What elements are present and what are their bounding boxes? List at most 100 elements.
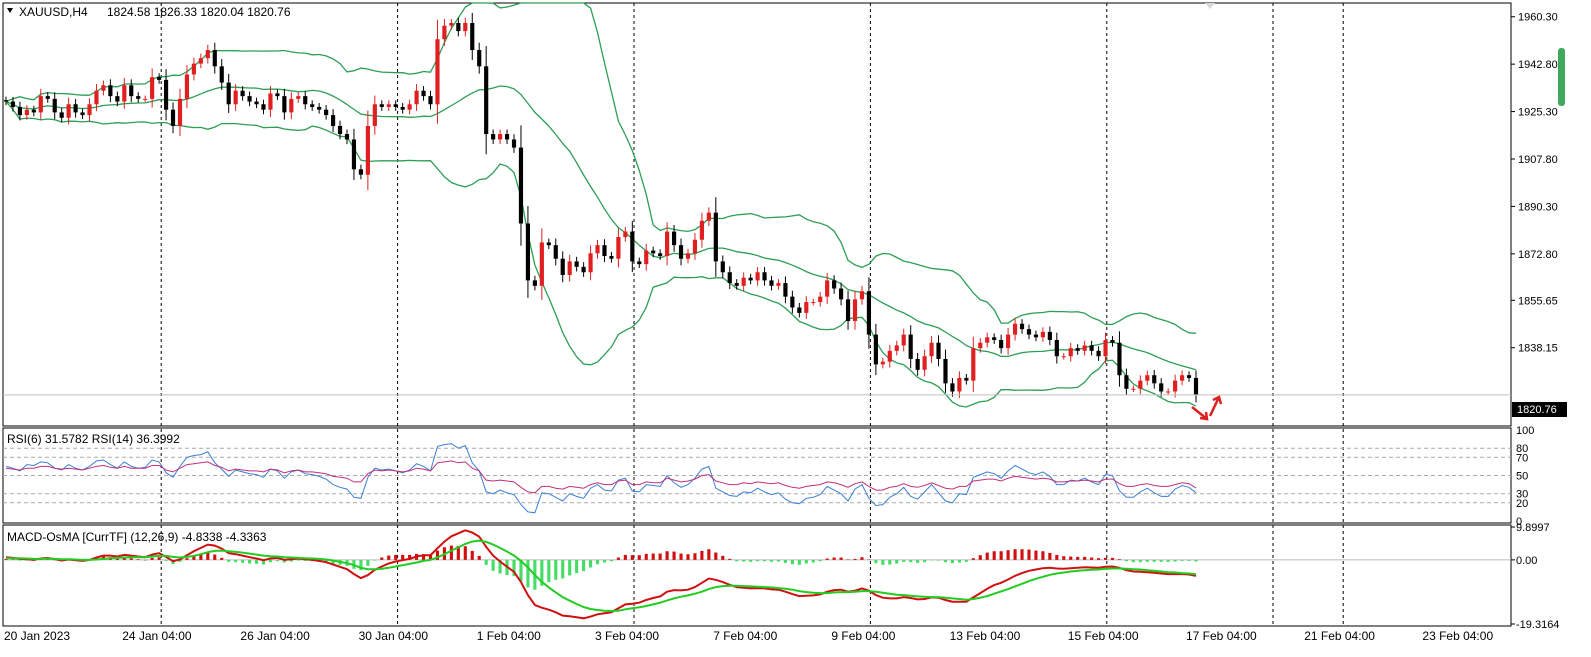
candle-body: [1124, 375, 1129, 389]
candle-body: [45, 96, 50, 99]
candle-body: [1082, 345, 1087, 351]
candle-body: [10, 101, 16, 107]
candle-body: [908, 334, 913, 359]
candle-body: [992, 337, 997, 340]
candle-body: [692, 239, 698, 254]
candle-body: [1096, 350, 1101, 357]
osma-bar: [547, 559, 551, 583]
time-tick-label: 9 Feb 04:00: [831, 629, 895, 643]
candle-body: [386, 104, 391, 107]
candle-body: [261, 104, 266, 110]
candle-body: [351, 139, 357, 170]
candle-body: [644, 250, 649, 265]
osma-bar: [561, 559, 565, 579]
vertical-grid: [160, 3, 1344, 626]
shift-marker-icon[interactable]: [1205, 3, 1215, 9]
osma-bar: [1013, 549, 1017, 560]
candle-body: [581, 266, 586, 273]
price-tick-label: 1855.65: [1518, 295, 1558, 307]
osma-bar: [289, 559, 293, 562]
osma-bar: [275, 559, 279, 562]
candle-body: [964, 377, 969, 381]
osma-bar: [1187, 559, 1191, 561]
candle-body: [873, 334, 878, 365]
candle-body: [484, 66, 489, 135]
collapse-triangle-icon[interactable]: [7, 8, 13, 13]
candle-body: [94, 90, 99, 105]
candle-body: [845, 299, 851, 322]
osma-bar: [1048, 552, 1052, 560]
rsi-tick-label: 0: [1516, 516, 1522, 528]
time-tick-label: 13 Feb 04:00: [950, 629, 1021, 643]
candle-body: [449, 22, 454, 26]
rsi-tick-label: 80: [1516, 443, 1528, 455]
candle-body: [1033, 334, 1039, 338]
osma-bar: [199, 553, 203, 560]
candle-body: [602, 245, 607, 256]
osma-bar: [644, 553, 648, 560]
candle-body: [310, 104, 315, 107]
candle-body: [470, 22, 475, 51]
osma-bar: [1069, 556, 1073, 560]
scroll-handle[interactable]: [1558, 48, 1565, 106]
candle-body: [115, 96, 120, 102]
osma-bar: [943, 559, 948, 563]
rsi-tick-label: 70: [1516, 452, 1528, 464]
osma-bar: [616, 557, 620, 560]
osma-bar: [1041, 551, 1045, 560]
osma-bar: [1034, 550, 1038, 560]
osma-bar: [268, 559, 273, 563]
candle-body: [706, 212, 711, 221]
candle-body: [428, 96, 433, 105]
candle-body: [435, 39, 440, 105]
osma-bar: [602, 559, 607, 563]
price-tick-label: 1907.80: [1518, 154, 1558, 166]
candle-body: [24, 109, 29, 116]
candle-body: [393, 104, 398, 107]
osma-bar: [1090, 557, 1094, 560]
osma-bar: [686, 554, 690, 560]
osma-bar: [484, 559, 488, 565]
osma-bar: [1166, 559, 1170, 562]
candle-body: [177, 98, 183, 126]
bollinger-upper-band: [5, 2, 1197, 334]
time-tick-label: 23 Feb 04:00: [1422, 629, 1493, 643]
candle-body: [400, 106, 405, 110]
candle-body: [1061, 356, 1066, 358]
time-tick-label: 30 Jan 04:00: [359, 629, 429, 643]
osma-bar: [693, 553, 697, 560]
candle-body: [80, 112, 85, 116]
candle-body: [129, 85, 134, 97]
candle-body: [859, 291, 865, 300]
osma-bar: [526, 559, 530, 588]
osma-bar: [811, 559, 815, 563]
candle-body: [915, 358, 920, 370]
osma-bar: [512, 559, 516, 577]
osma-bar: [853, 558, 857, 560]
osma-bar: [380, 557, 384, 560]
time-tick-label: 21 Feb 04:00: [1304, 629, 1375, 643]
osma-bar: [867, 559, 871, 561]
osma-bar: [428, 555, 433, 560]
osma-bar: [1145, 559, 1149, 562]
osma-bar: [769, 559, 774, 562]
macd-tick-label: 9.8997: [1516, 522, 1550, 534]
osma-bar: [234, 559, 238, 563]
osma-bar: [700, 550, 704, 560]
osma-bar: [206, 552, 210, 560]
osma-bar: [1027, 549, 1031, 560]
candle-body: [755, 272, 760, 281]
osma-bar: [1062, 556, 1066, 560]
candle-body: [108, 85, 113, 97]
candle-body: [442, 25, 447, 40]
osma-bar: [999, 551, 1003, 560]
osma-bar: [387, 555, 391, 560]
candle-body: [866, 291, 872, 335]
osma-bar: [1020, 549, 1024, 560]
candle-body: [101, 85, 106, 91]
candle-body: [1117, 342, 1122, 376]
candle-body: [136, 96, 141, 99]
osma-bar: [721, 555, 725, 560]
osma-bar: [679, 553, 683, 560]
